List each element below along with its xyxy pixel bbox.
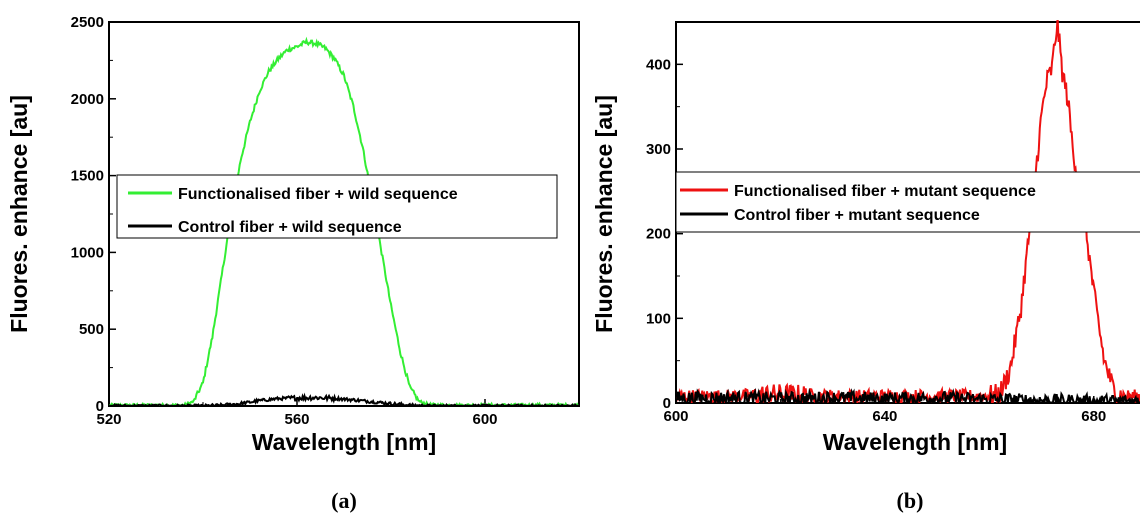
chart-a-ytick-label: 2500 — [71, 14, 104, 31]
chart-a: 520 560 600 0 500 1000 1500 2000 2500 Fluores. e… — [6, 14, 580, 513]
chart-b-xtick-label: 640 — [872, 408, 897, 425]
chart-a-series-group — [109, 36, 579, 406]
chart-b-ylabel: Fluores. enhance [au] — [591, 95, 617, 333]
chart-a-ytick-label: 2000 — [71, 91, 104, 108]
chart-a-ytick-label: 0 — [96, 398, 104, 415]
chart-a-ytick-label: 500 — [79, 321, 104, 338]
chart-a-xtick-label: 600 — [472, 411, 497, 428]
chart-a-xtick-label: 560 — [284, 411, 309, 428]
chart-b-panel-label: (b) — [897, 488, 924, 513]
chart-a-xlabel: Wavelength [nm] — [252, 429, 436, 455]
chart-a-ytick-label: 1000 — [71, 244, 104, 261]
chart-b-ytick-label: 200 — [646, 226, 671, 243]
chart-b-legend-label-1: Control fiber + mutant sequence — [734, 207, 980, 224]
chart-b-ytick-label: 100 — [646, 310, 671, 327]
chart-a-legend-label-0: Functionalised fiber + wild sequence — [178, 186, 458, 203]
chart-b-legend: Functionalised fiber + mutant sequence C… — [675, 171, 1140, 233]
chart-a-legend-box — [116, 174, 558, 239]
chart-b-xtick-label: 600 — [663, 408, 688, 425]
chart-a-ylabel: Fluores. enhance [au] — [6, 95, 32, 333]
chart-a-panel-label: (a) — [331, 488, 357, 513]
chart-b-xlabel: Wavelength [nm] — [823, 429, 1007, 455]
chart-b: 600 640 680 0 100 200 300 400 Fluores. enhance … — [591, 20, 1140, 513]
chart-b-ytick-label: 0 — [663, 395, 671, 412]
chart-b-ytick-label: 400 — [646, 56, 671, 73]
chart-b-xtick-label: 680 — [1081, 408, 1106, 425]
chart-b-series-line-1 — [676, 387, 1140, 403]
chart-a-ytick-label: 1500 — [71, 168, 104, 185]
chart-b-series-group — [676, 20, 1140, 403]
chart-a-xtick-label: 520 — [96, 411, 121, 428]
chart-b-legend-box — [675, 171, 1140, 233]
chart-b-legend-label-0: Functionalised fiber + mutant sequence — [734, 183, 1036, 200]
chart-b-ytick-label: 300 — [646, 141, 671, 158]
chart-a-legend: Functionalised fiber + wild sequence Con… — [116, 174, 558, 239]
chart-a-legend-label-1: Control fiber + wild sequence — [178, 219, 402, 236]
chart-a-series-line-1 — [109, 392, 579, 406]
